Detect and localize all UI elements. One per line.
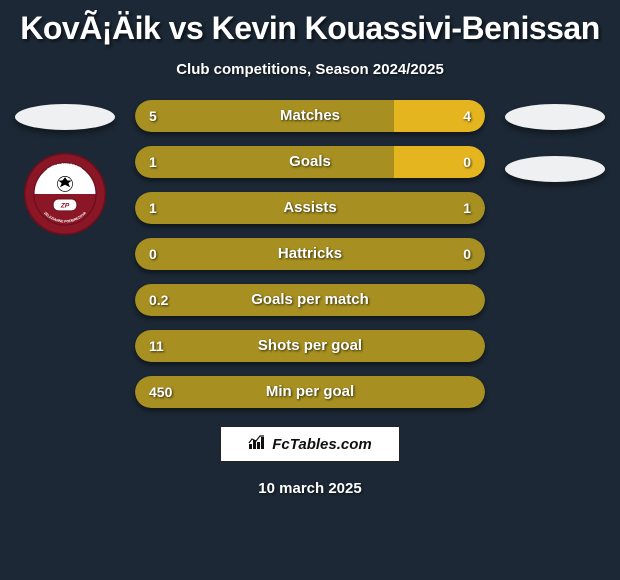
watermark[interactable]: FcTables.com [220, 426, 400, 462]
stat-row: 0.2Goals per match [135, 284, 485, 316]
stat-row: 1Assists1 [135, 192, 485, 224]
stat-label: Goals per match [135, 284, 485, 316]
subtitle: Club competitions, Season 2024/2025 [0, 61, 620, 78]
watermark-chart-icon [248, 434, 266, 454]
stat-value-right: 0 [463, 238, 471, 270]
stat-label: Goals [135, 146, 485, 178]
stat-label: Matches [135, 100, 485, 132]
stat-row: 5Matches4 [135, 100, 485, 132]
watermark-text: FcTables.com [272, 436, 371, 453]
right-club-placeholder [505, 156, 605, 182]
comparison-panel: ✦ ZP FUTBALOVY ODDIEL ZELEZIARNE PODBREZ… [0, 100, 620, 408]
stat-value-right: 4 [463, 100, 471, 132]
svg-text:ZP: ZP [60, 202, 70, 209]
date-text: 10 march 2025 [0, 480, 620, 497]
right-player-column [500, 100, 610, 182]
left-player-column: ✦ ZP FUTBALOVY ODDIEL ZELEZIARNE PODBREZ… [10, 100, 120, 236]
stat-bars: 5Matches41Goals01Assists10Hattricks00.2G… [135, 100, 485, 408]
left-club-logo: ✦ ZP FUTBALOVY ODDIEL ZELEZIARNE PODBREZ… [23, 152, 107, 236]
stat-label: Assists [135, 192, 485, 224]
stat-row: 450Min per goal [135, 376, 485, 408]
stat-label: Shots per goal [135, 330, 485, 362]
stat-label: Min per goal [135, 376, 485, 408]
stat-value-right: 1 [463, 192, 471, 224]
stat-row: 11Shots per goal [135, 330, 485, 362]
stat-label: Hattricks [135, 238, 485, 270]
page-title: KovÃ¡Äik vs Kevin Kouassivi-Benissan [0, 0, 620, 47]
stat-value-right: 0 [463, 146, 471, 178]
stat-row: 0Hattricks0 [135, 238, 485, 270]
left-player-photo-placeholder [15, 104, 115, 130]
right-player-photo-placeholder [505, 104, 605, 130]
stat-row: 1Goals0 [135, 146, 485, 178]
